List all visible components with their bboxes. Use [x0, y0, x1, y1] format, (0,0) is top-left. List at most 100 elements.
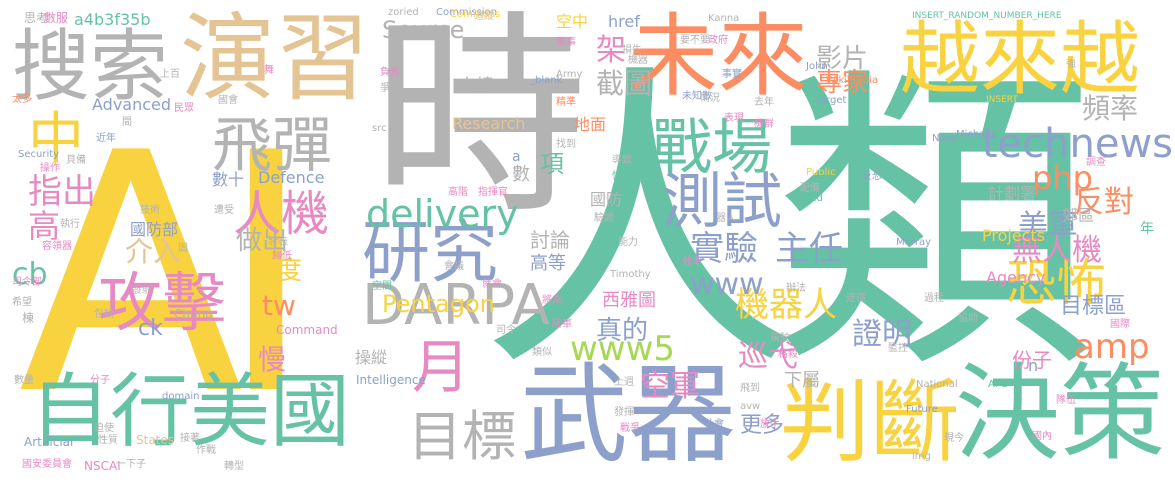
- word-cjk-26: 實驗: [690, 229, 758, 269]
- word-cjk-15: 測試: [662, 167, 782, 237]
- word-cjk-172: 分子: [90, 375, 110, 386]
- word-cjk-158: 發射: [132, 285, 152, 296]
- word-cjk-167: 格殺: [778, 349, 798, 360]
- word-advanced-57: Advanced: [92, 95, 172, 114]
- word-cjk-198: 器人: [716, 213, 736, 224]
- word-cjk-4: 搜索: [12, 22, 169, 112]
- word-tw-52: tw: [262, 289, 296, 322]
- word-cb-51: cb: [12, 257, 48, 292]
- word-cjk-34: 頻率: [1082, 92, 1139, 125]
- word-cjk-9: 美國: [190, 365, 350, 458]
- word-cjk-118: 損失: [622, 45, 642, 56]
- word-cjk-196: 間: [122, 117, 132, 128]
- word-cjk-18: 人機: [233, 186, 330, 242]
- word-cjk-149: 容領器: [42, 241, 72, 252]
- word-command-84: Command: [276, 323, 338, 337]
- word-cjk-25: 恐怖: [1006, 254, 1106, 312]
- word-cjk-133: 表現: [724, 113, 744, 124]
- word-cjk-162: 空間: [372, 281, 392, 292]
- word-cjk-170: 國際: [1110, 319, 1130, 330]
- word-kanna-88: Kanna: [708, 13, 740, 24]
- word-cjk-148: 遭受: [214, 205, 234, 216]
- word-cjk-47: 速度: [250, 256, 303, 286]
- word-insert-91: INSERT: [986, 95, 1018, 105]
- word-cjk-70: 空中: [556, 12, 589, 31]
- word-cjk-113: 年: [1140, 221, 1154, 237]
- word-cjk-79: 下屬: [784, 370, 820, 391]
- word-cjk-136: 找到: [556, 139, 576, 150]
- word-future-101: Future: [906, 404, 938, 415]
- word-cjk-53: 慢: [258, 343, 287, 376]
- word-cjk-160: 希望: [12, 297, 32, 308]
- word-domain-103: domain: [162, 391, 200, 402]
- word-cjk-43: 空軍: [640, 369, 700, 404]
- word-ai-0: AI: [18, 83, 315, 467]
- word-security-104: Security: [18, 149, 60, 160]
- word-cjk-140: 導致: [612, 155, 632, 166]
- word-cjk-161: 棟: [22, 311, 35, 325]
- word-zoried-86: zoried: [388, 7, 419, 18]
- word-cjk-123: 負責: [380, 67, 400, 78]
- word-research-58: Research: [452, 114, 526, 133]
- word-cjk-66: 項: [540, 150, 564, 178]
- word-cjk-32: 影片: [816, 44, 869, 74]
- word-cjk-132: 精準: [556, 97, 576, 108]
- word-national-99: National: [916, 379, 958, 390]
- word-cjk-124: 分工: [514, 81, 534, 92]
- word-ck-111: ck: [138, 316, 163, 341]
- word-cjk-163: 將來: [542, 295, 562, 306]
- word-cjk-127: 國會: [218, 95, 238, 106]
- word-cjk-152: 驗證: [594, 213, 614, 224]
- word-artificial-82: Artificial: [24, 435, 74, 449]
- word-cjk-191: 監控: [888, 343, 908, 354]
- word-states-102: States: [136, 433, 175, 447]
- word-cjk-60: 國防部: [130, 220, 179, 239]
- word-avw-110: avw: [740, 401, 761, 412]
- word-cjk-27: 主任: [775, 229, 843, 269]
- word-cjk-67: 數: [512, 164, 530, 185]
- word-cjk-16: 中: [28, 107, 84, 172]
- word-cjk-184: 接著: [180, 433, 200, 444]
- word-cjk-41: 證明: [852, 317, 912, 352]
- word-murray-98: Murray: [896, 237, 932, 248]
- word-cjk-153: 能力: [618, 237, 638, 248]
- word-cjk-178: 放手: [760, 419, 780, 430]
- word-href-69: href: [608, 12, 640, 31]
- word-timothy-107: Timothy: [610, 269, 651, 280]
- word-cjk-144: 調查: [1086, 157, 1106, 168]
- word-cjk-46: 做出: [236, 226, 289, 256]
- word-cjk-40: 目標區: [1060, 294, 1127, 319]
- word-cjk-74: 計劃署: [988, 184, 1037, 203]
- word-agency-77: Agency: [986, 268, 1046, 287]
- word-cjk-48: 介入: [125, 235, 182, 268]
- word-cjk-138: 操作: [40, 163, 60, 174]
- word-afc-100: AFC: [988, 379, 1008, 390]
- word-commission-81: Commission: [436, 7, 498, 18]
- word-cjk-71: 地面: [574, 115, 607, 134]
- word-cjk-175: 發揮: [614, 407, 634, 418]
- word-src-108: src: [372, 123, 387, 134]
- word-cjk-126: 太多: [12, 94, 32, 105]
- word-cjk-193: 司令: [496, 325, 516, 336]
- word-target-93: target: [816, 95, 847, 106]
- word-cjk-137: 機群: [754, 119, 774, 130]
- word-cjk-78: 份子: [1012, 348, 1052, 372]
- word-cjk-186: 國安委員會: [22, 459, 72, 470]
- word-cjk-183: 作戰: [196, 445, 216, 456]
- word-cjk-154: 會議: [444, 261, 464, 272]
- word-cjk-44: 更多: [740, 413, 785, 438]
- word-cjk-195: 舞: [264, 65, 274, 76]
- word-cjk-177: 社會: [704, 419, 724, 430]
- word-cjk-50: 高: [28, 207, 61, 245]
- word-public-96: Public: [806, 167, 836, 178]
- word-cjk-151: 歸低: [272, 251, 292, 262]
- word-n-112: n: [1028, 356, 1039, 375]
- word-cjk-37: 反對: [1074, 185, 1134, 220]
- word-cjk-28: 機器人: [735, 285, 837, 325]
- word-cjk-189: 辦法: [786, 283, 806, 294]
- word-cjk-128: 民眾: [174, 103, 194, 114]
- word-delivery-24: delivery: [366, 192, 519, 236]
- word-php-38: php: [1032, 159, 1093, 197]
- word-cjk-116: 追蹤: [474, 11, 494, 22]
